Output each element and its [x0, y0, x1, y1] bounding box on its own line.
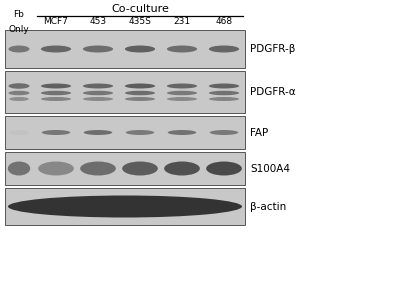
Ellipse shape	[125, 83, 155, 89]
Ellipse shape	[125, 97, 155, 101]
Ellipse shape	[122, 162, 158, 175]
Text: 468: 468	[215, 17, 233, 27]
Ellipse shape	[38, 162, 74, 175]
Ellipse shape	[167, 83, 197, 89]
Text: S100A4: S100A4	[250, 164, 290, 173]
Ellipse shape	[125, 91, 155, 95]
Ellipse shape	[83, 83, 113, 89]
Ellipse shape	[83, 91, 113, 95]
Ellipse shape	[167, 45, 197, 52]
Ellipse shape	[83, 97, 113, 101]
Ellipse shape	[8, 83, 30, 89]
Text: Fb: Fb	[14, 10, 24, 19]
Ellipse shape	[209, 45, 239, 52]
Ellipse shape	[8, 195, 242, 217]
Ellipse shape	[210, 130, 238, 135]
Ellipse shape	[126, 130, 154, 135]
Ellipse shape	[84, 130, 112, 135]
Ellipse shape	[168, 130, 196, 135]
Text: β-actin: β-actin	[250, 202, 286, 212]
Ellipse shape	[167, 91, 197, 95]
Ellipse shape	[41, 83, 71, 89]
Bar	[5, 71, 245, 113]
Ellipse shape	[8, 91, 30, 95]
Ellipse shape	[209, 91, 239, 95]
Bar	[5, 188, 245, 225]
Ellipse shape	[167, 97, 197, 101]
Ellipse shape	[9, 97, 29, 101]
Ellipse shape	[41, 97, 71, 101]
Ellipse shape	[9, 130, 29, 135]
Ellipse shape	[41, 45, 71, 52]
Ellipse shape	[164, 162, 200, 175]
Ellipse shape	[83, 45, 113, 52]
Ellipse shape	[41, 91, 71, 95]
Text: PDGFR-α: PDGFR-α	[250, 87, 296, 97]
Ellipse shape	[209, 83, 239, 89]
Text: 231: 231	[174, 17, 190, 27]
Text: PDGFR-β: PDGFR-β	[250, 44, 296, 54]
Ellipse shape	[8, 162, 30, 175]
Ellipse shape	[42, 130, 70, 135]
Text: FAP: FAP	[250, 127, 268, 138]
Ellipse shape	[125, 45, 155, 52]
Text: MCF7: MCF7	[44, 17, 69, 27]
Bar	[5, 30, 245, 68]
Ellipse shape	[80, 162, 116, 175]
Text: Co-culture: Co-culture	[111, 4, 169, 14]
Bar	[5, 152, 245, 185]
Ellipse shape	[8, 45, 30, 52]
Ellipse shape	[209, 97, 239, 101]
Text: Only: Only	[9, 25, 29, 34]
Ellipse shape	[206, 162, 242, 175]
Bar	[5, 116, 245, 149]
Text: 435S: 435S	[129, 17, 152, 27]
Text: 453: 453	[89, 17, 107, 27]
